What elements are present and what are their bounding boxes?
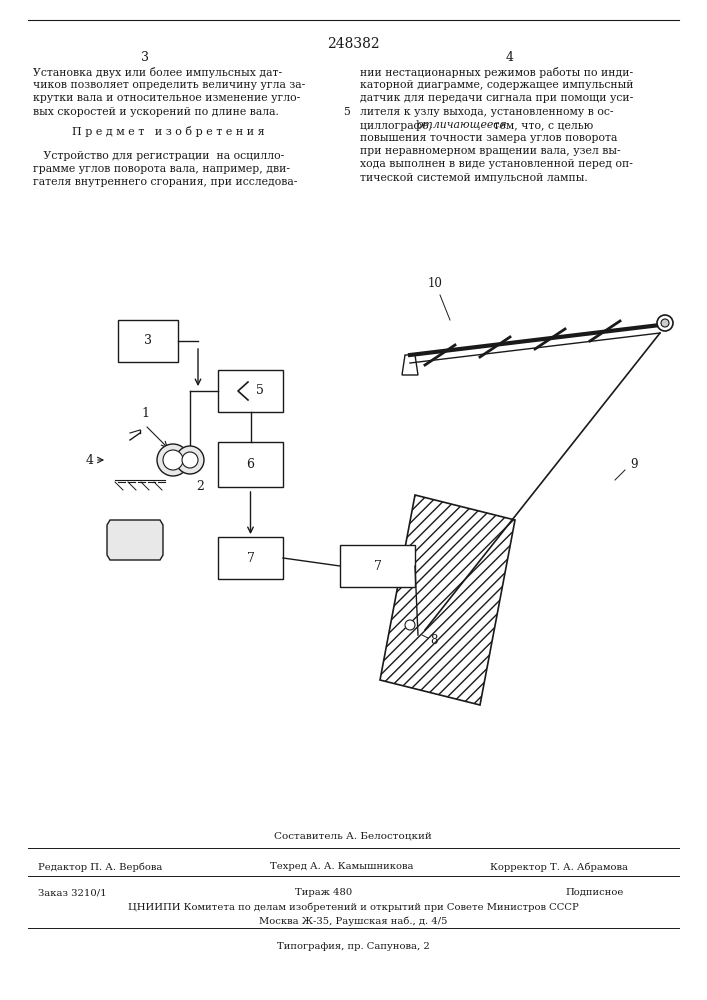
Circle shape	[163, 450, 183, 470]
Bar	[218, 537, 283, 579]
Text: Составитель А. Белостоцкий: Составитель А. Белостоцкий	[274, 832, 432, 841]
Text: 6: 6	[247, 458, 255, 471]
Text: 8: 8	[430, 634, 438, 647]
Circle shape	[405, 620, 415, 630]
Text: 5: 5	[343, 107, 350, 117]
Circle shape	[176, 446, 204, 474]
Text: Редактор П. А. Вербова: Редактор П. А. Вербова	[38, 862, 163, 871]
Text: 4: 4	[506, 51, 514, 64]
Text: тем, что, с целью: тем, что, с целью	[490, 120, 593, 130]
Text: 7: 7	[247, 552, 255, 564]
Bar	[218, 442, 283, 487]
Text: при неравномерном вращении вала, узел вы-: при неравномерном вращении вала, узел вы…	[360, 146, 621, 156]
Text: Корректор Т. А. Абрамова: Корректор Т. А. Абрамова	[490, 862, 628, 871]
Text: 3: 3	[141, 51, 149, 64]
Bar	[118, 320, 178, 362]
Text: 5: 5	[257, 384, 264, 397]
Text: 1: 1	[141, 407, 149, 420]
Text: датчик для передачи сигнала при помощи уси-: датчик для передачи сигнала при помощи у…	[360, 93, 633, 103]
Text: Подписное: Подписное	[565, 888, 624, 897]
Polygon shape	[107, 520, 163, 560]
Text: 10: 10	[428, 277, 443, 290]
Text: Типография, пр. Сапунова, 2: Типография, пр. Сапунова, 2	[276, 942, 429, 951]
Text: крутки вала и относительное изменение угло-: крутки вала и относительное изменение уг…	[33, 93, 300, 103]
Text: вых скоростей и ускорений по длине вала.: вых скоростей и ускорений по длине вала.	[33, 107, 279, 117]
Text: повышения точности замера углов поворота: повышения точности замера углов поворота	[360, 133, 617, 143]
Text: каторной диаграмме, содержащее импульсный: каторной диаграмме, содержащее импульсны…	[360, 80, 633, 90]
Bar	[340, 545, 415, 587]
Text: 248382: 248382	[327, 37, 380, 51]
Circle shape	[182, 452, 198, 468]
Text: хода выполнен в виде установленной перед оп-: хода выполнен в виде установленной перед…	[360, 159, 633, 169]
Text: Тираж 480: Тираж 480	[295, 888, 352, 897]
Text: нии нестационарных режимов работы по инди-: нии нестационарных режимов работы по инд…	[360, 67, 633, 78]
Text: циллографе,: циллографе,	[360, 120, 436, 131]
Text: тической системой импульсной лампы.: тической системой импульсной лампы.	[360, 173, 588, 183]
Circle shape	[157, 444, 189, 476]
Text: 9: 9	[630, 458, 638, 472]
Text: отличающееся: отличающееся	[417, 120, 508, 130]
Text: Заказ 3210/1: Заказ 3210/1	[38, 888, 107, 897]
Polygon shape	[380, 495, 515, 705]
Text: ЦНИИПИ Комитета по делам изобретений и открытий при Совете Министров СССР: ЦНИИПИ Комитета по делам изобретений и о…	[128, 902, 578, 912]
Circle shape	[661, 319, 669, 327]
Text: Москва Ж-35, Раушская наб., д. 4/5: Москва Ж-35, Раушская наб., д. 4/5	[259, 916, 448, 926]
Text: чиков позволяет определить величину угла за-: чиков позволяет определить величину угла…	[33, 80, 305, 90]
Bar	[218, 370, 283, 412]
Circle shape	[657, 315, 673, 331]
Text: 3: 3	[144, 334, 152, 348]
Text: грамме углов поворота вала, например, дви-: грамме углов поворота вала, например, дв…	[33, 164, 290, 174]
Text: Устройство для регистрации  на осцилло-: Устройство для регистрации на осцилло-	[33, 151, 284, 161]
Text: П р е д м е т   и з о б р е т е н и я: П р е д м е т и з о б р е т е н и я	[71, 126, 264, 137]
Text: 7: 7	[373, 560, 382, 572]
Text: 4: 4	[86, 454, 94, 466]
Polygon shape	[402, 355, 418, 375]
Text: гателя внутреннего сгорания, при исследова-: гателя внутреннего сгорания, при исследо…	[33, 177, 298, 187]
Text: Установка двух или более импульсных дат-: Установка двух или более импульсных дат-	[33, 67, 282, 78]
Text: лителя к узлу выхода, установленному в ос-: лителя к узлу выхода, установленному в о…	[360, 107, 614, 117]
Text: 2: 2	[196, 480, 204, 493]
Text: Техред А. А. Камышникова: Техред А. А. Камышникова	[270, 862, 414, 871]
